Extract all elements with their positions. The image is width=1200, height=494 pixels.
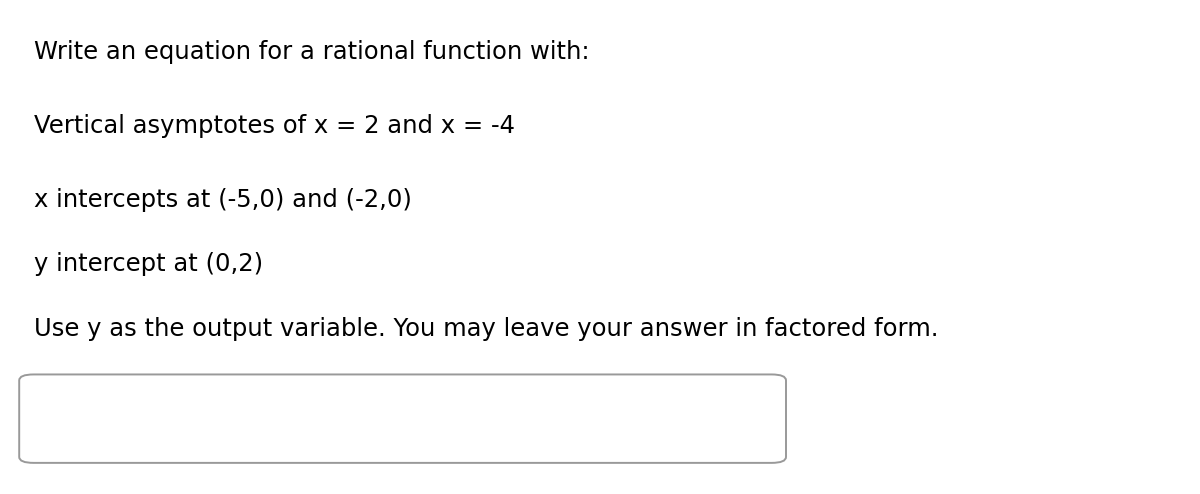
Text: x intercepts at (-5,0) and (-2,0): x intercepts at (-5,0) and (-2,0) <box>34 188 412 212</box>
Text: Vertical asymptotes of x = 2 and x = -4: Vertical asymptotes of x = 2 and x = -4 <box>34 114 515 138</box>
FancyBboxPatch shape <box>19 374 786 463</box>
Text: Use y as the output variable. You may leave your answer in factored form.: Use y as the output variable. You may le… <box>34 317 938 340</box>
Text: y intercept at (0,2): y intercept at (0,2) <box>34 252 263 276</box>
Text: Write an equation for a rational function with:: Write an equation for a rational functio… <box>34 40 589 64</box>
